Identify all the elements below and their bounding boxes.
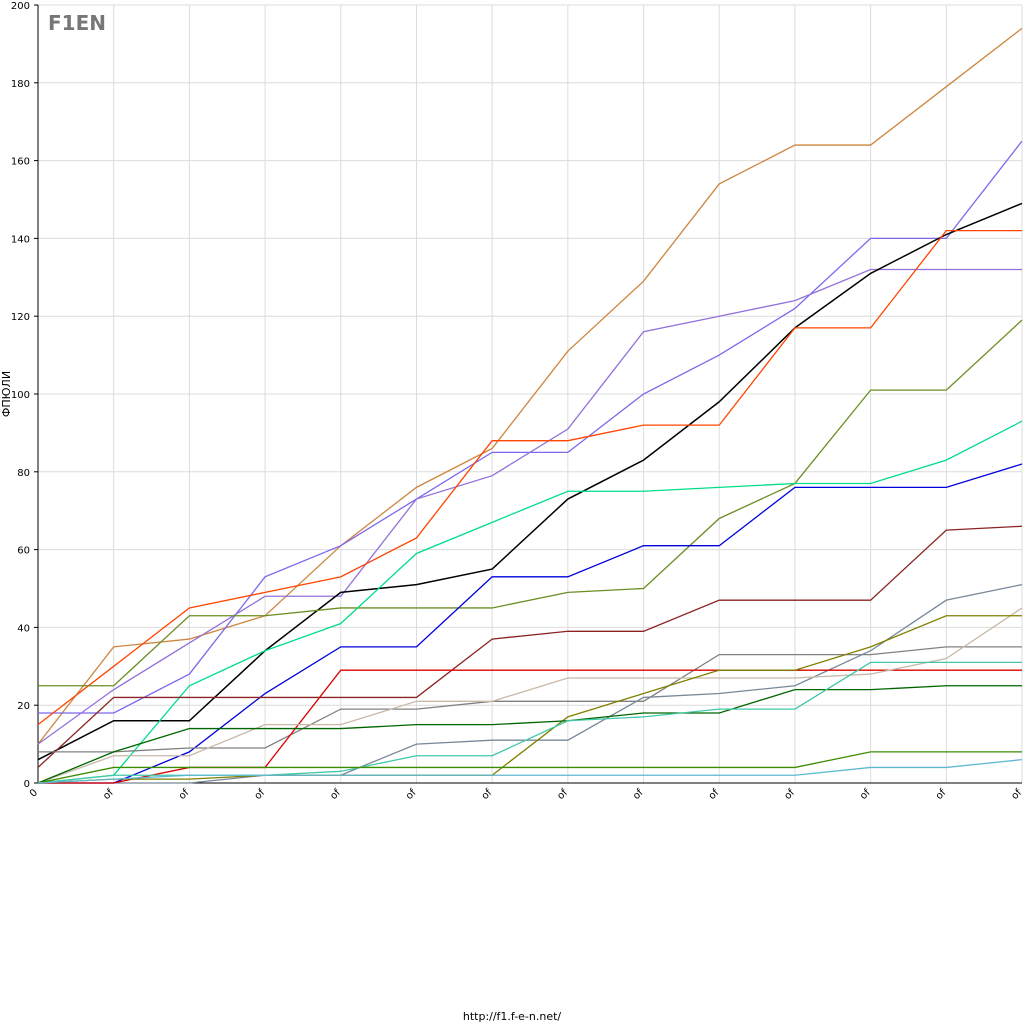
x-tick-label: of [782, 787, 797, 802]
x-tick-label: of [934, 787, 949, 802]
logo-bg [46, 9, 98, 35]
y-tick-label: 0 [24, 779, 30, 790]
y-tick-label: 180 [11, 79, 30, 90]
x-tick-label: of [858, 787, 873, 802]
series-line [37, 27, 1023, 745]
x-tick-label: of [177, 787, 192, 802]
y-tick-label: 160 [11, 157, 30, 168]
y-tick-label: 120 [11, 312, 30, 323]
y-tick-label: 100 [11, 390, 30, 401]
logo-text: F1EN [48, 11, 106, 35]
y-tick-label: 140 [11, 234, 30, 245]
series-line [37, 202, 1023, 761]
series-line [37, 268, 1022, 745]
series-line [38, 583, 1023, 784]
series-line [37, 229, 1022, 726]
series-line [38, 463, 1023, 784]
x-tick-label: of [1010, 787, 1024, 802]
x-tick-label: of [328, 787, 343, 802]
y-tick-label: 20 [17, 701, 30, 712]
y-tick-label: 200 [11, 1, 30, 12]
x-tick-label: of [555, 787, 570, 802]
series-line [37, 759, 1023, 784]
x-tick-label: of [480, 787, 495, 802]
y-tick-label: 40 [17, 623, 30, 634]
logo: F1EN [46, 9, 106, 35]
series-line [37, 751, 1022, 784]
series-line [38, 646, 1022, 753]
series-line [37, 525, 1023, 768]
series-line [38, 669, 1022, 784]
series-line [37, 420, 1023, 784]
x-tick-label: of [404, 787, 419, 802]
footer: http://f1.f-e-n.net/ [463, 1010, 562, 1023]
x-tick-label: of [631, 787, 646, 802]
series-line [37, 615, 1022, 784]
y-axis-title: ФПЮЛИ [0, 371, 13, 417]
y-tick-label: 80 [17, 468, 30, 479]
series-line [37, 685, 1022, 784]
x-tick-label: of [253, 787, 268, 802]
series-line [37, 607, 1023, 784]
series-line [38, 319, 1023, 687]
y-tick-label: 60 [17, 546, 30, 557]
x-tick-label: of [101, 787, 116, 802]
x-tick-label: of [707, 787, 722, 802]
